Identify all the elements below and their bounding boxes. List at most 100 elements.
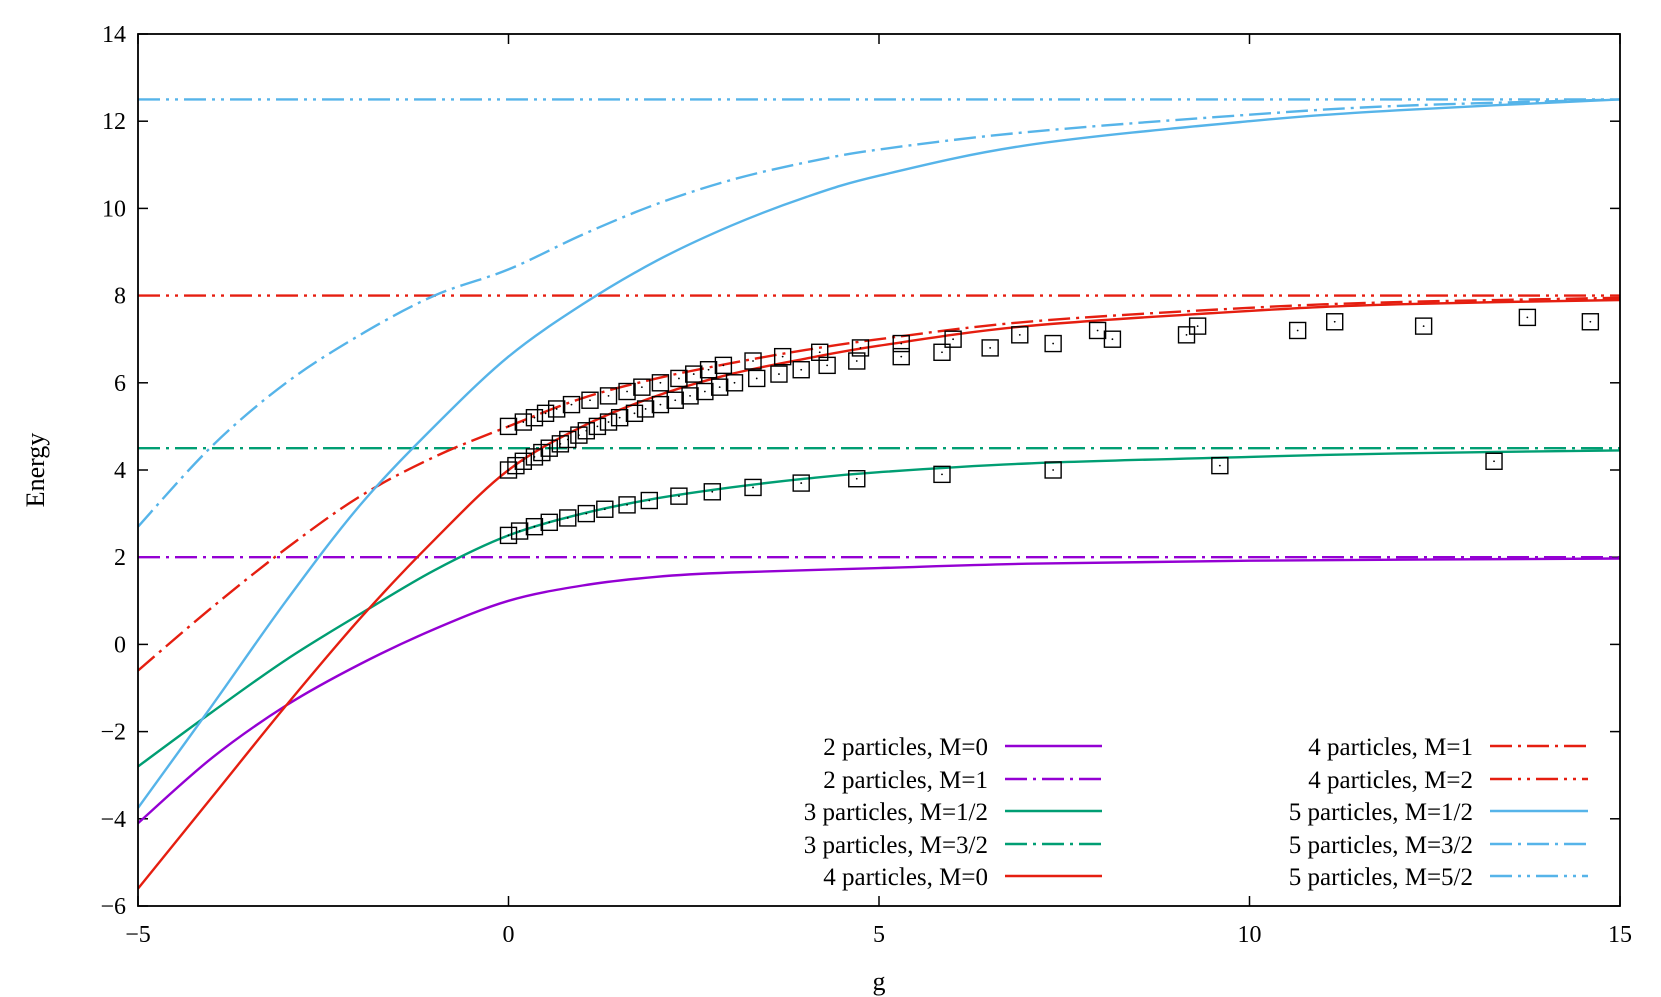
data-marker — [1103, 330, 1122, 348]
data-marker-dot — [626, 503, 628, 506]
data-marker — [1518, 308, 1537, 327]
data-marker-dot — [678, 377, 680, 380]
data-marker — [1011, 326, 1029, 344]
series-line-5 — [138, 296, 1620, 672]
data-marker — [892, 334, 910, 353]
data-marker — [681, 387, 699, 405]
y-tick-label: 0 — [114, 632, 126, 658]
data-marker — [744, 352, 762, 370]
series-line-7 — [138, 98, 1620, 809]
data-marker-dot — [692, 373, 695, 375]
data-marker-dot — [566, 438, 569, 441]
data-marker-dot — [1096, 329, 1099, 332]
data-marker-dot — [548, 521, 551, 524]
data-marker — [540, 513, 558, 532]
data-marker — [599, 387, 618, 405]
data-marker-dot — [800, 368, 803, 371]
data-marker — [536, 404, 555, 423]
data-marker-dot — [941, 473, 943, 476]
data-marker-dot — [640, 386, 643, 389]
data-marker — [510, 522, 529, 540]
y-tick-label: −6 — [100, 894, 126, 920]
data-marker-dot — [952, 338, 954, 341]
data-marker-dot — [752, 486, 754, 489]
data-marker — [636, 400, 655, 418]
tick-labels: −5 0 5 10 15 −6 −4 −2 0 2 4 6 8 10 12 14 — [100, 22, 1632, 948]
data-marker — [640, 491, 658, 510]
legend-label: 5 particles, M=1/2 — [1289, 799, 1473, 826]
data-marker-dot — [522, 460, 525, 463]
legend-label: 5 particles, M=3/2 — [1289, 832, 1473, 859]
data-marker-dot — [778, 373, 780, 375]
legend-label: 5 particles, M=5/2 — [1289, 864, 1473, 891]
y-tick-label: 14 — [102, 22, 126, 48]
x-tick-label: 0 — [503, 922, 515, 948]
data-marker-dot — [1052, 342, 1055, 345]
data-marker — [1288, 321, 1307, 340]
data-marker — [618, 496, 636, 514]
x-tick-label: 10 — [1238, 922, 1262, 948]
data-marker-dot — [1218, 464, 1221, 467]
data-marker-dot — [826, 364, 829, 367]
data-marker-dot — [1018, 333, 1021, 336]
data-marker — [714, 356, 733, 375]
legend-label: 2 particles, M=0 — [823, 734, 988, 761]
data-marker-dot — [585, 429, 588, 432]
legend-label: 4 particles, M=0 — [823, 864, 988, 891]
data-marker — [703, 483, 721, 501]
data-marker-dot — [533, 525, 536, 528]
data-marker-dot — [859, 347, 862, 349]
data-marker-dot — [618, 416, 621, 419]
data-marker — [1177, 326, 1196, 344]
data-marker — [1188, 317, 1207, 335]
data-marker-dot — [900, 342, 903, 345]
data-marker-dot — [570, 403, 573, 406]
data-marker-dot — [711, 490, 714, 493]
series-line-8 — [138, 98, 1620, 528]
data-marker — [633, 378, 651, 396]
data-marker — [1581, 313, 1600, 331]
data-marker — [1485, 452, 1503, 470]
legend-label: 2 particles, M=1 — [823, 767, 988, 794]
data-marker-dot — [533, 416, 536, 419]
data-marker — [811, 343, 829, 361]
data-marker-dot — [596, 425, 599, 428]
data-marker-dot — [1052, 469, 1055, 471]
data-marker — [1044, 461, 1062, 479]
data-marker-dot — [1526, 316, 1529, 319]
data-marker — [933, 465, 951, 484]
data-marker-dot — [800, 482, 803, 484]
data-marker-dot — [659, 403, 662, 406]
data-marker — [499, 417, 518, 436]
data-marker-dot — [522, 421, 525, 423]
data-marker-dot — [589, 399, 591, 402]
legend-label: 4 particles, M=2 — [1308, 767, 1473, 794]
data-marker-dot — [733, 381, 736, 384]
legend-label: 4 particles, M=1 — [1308, 734, 1473, 761]
plot-frame — [137, 33, 1621, 907]
data-marker-dot — [722, 364, 725, 367]
data-marker — [710, 378, 729, 396]
data-marker — [685, 365, 703, 383]
data-marker-dot — [707, 368, 710, 371]
data-marker — [981, 339, 999, 357]
y-tick-label: 12 — [102, 109, 126, 135]
series-line-2 — [138, 449, 1620, 768]
series-lines — [138, 98, 1620, 890]
data-marker-dot — [674, 399, 677, 402]
data-marker-dot — [607, 394, 610, 397]
data-marker-dot — [607, 421, 610, 423]
data-marker — [599, 413, 618, 431]
data-marker-dot — [518, 530, 521, 532]
data-marker-dot — [941, 351, 943, 354]
data-marker — [514, 452, 533, 470]
data-marker-dot — [1493, 460, 1495, 463]
data-marker — [577, 422, 596, 440]
data-marker — [559, 509, 577, 527]
x-tick-label: 15 — [1608, 922, 1632, 948]
data-marker — [944, 330, 962, 348]
data-marker-dot — [626, 390, 628, 393]
data-marker-dot — [678, 495, 680, 498]
data-marker-dot — [566, 517, 569, 519]
y-tick-label: 8 — [114, 284, 126, 310]
